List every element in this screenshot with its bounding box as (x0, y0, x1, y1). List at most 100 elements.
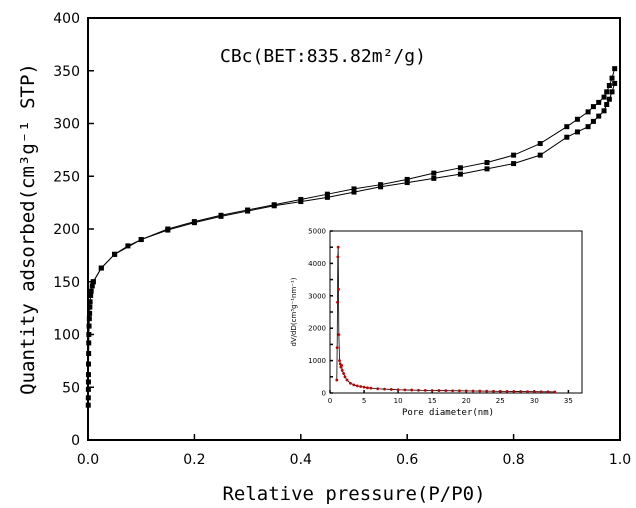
isotherm-point (537, 152, 543, 158)
isotherm-point (457, 171, 463, 177)
isotherm-point (86, 316, 92, 322)
isotherm-point (351, 186, 357, 192)
pore-distribution-point (335, 378, 339, 382)
isotherm-point (86, 340, 92, 346)
isotherm-point (609, 89, 615, 95)
inset-x-axis-label: Pore diameter(nm) (402, 408, 494, 418)
main-x-tick-label: 0.0 (77, 452, 99, 468)
pore-distribution-point (345, 378, 349, 382)
isotherm-point (596, 113, 602, 119)
pore-distribution-point (417, 388, 420, 392)
pore-distribution-point (423, 389, 427, 392)
isotherm-point (404, 180, 410, 186)
pore-distribution-point (498, 389, 502, 393)
pore-distribution-point (336, 255, 340, 259)
isotherm-point (112, 251, 118, 257)
isotherm-point (604, 102, 610, 108)
isotherm-point (564, 134, 570, 140)
isotherm-point (601, 94, 607, 100)
pore-distribution-point (410, 388, 414, 392)
pore-distribution-point (362, 385, 366, 389)
pore-distribution-point (343, 375, 347, 379)
isotherm-point (484, 160, 490, 166)
isotherm-point (590, 118, 596, 124)
main-y-tick-label: 350 (53, 64, 80, 80)
isotherm-point (564, 124, 570, 130)
main-y-ticks: 0 50 100 150 200 250 300 350 400 (53, 11, 94, 449)
pore-distribution-point (532, 390, 536, 394)
pore-distribution-point (349, 381, 352, 385)
pore-distribution-point (383, 387, 386, 391)
pore-distribution-point (359, 385, 363, 388)
isotherm-point (86, 350, 92, 356)
pore-distribution-point (396, 388, 400, 392)
isotherm-point (612, 80, 618, 86)
pore-distribution-point (336, 245, 340, 249)
pore-distribution-point (389, 388, 393, 391)
isotherm-point (218, 212, 224, 218)
isotherm-point (88, 288, 94, 294)
main-y-tick-label: 400 (53, 11, 80, 27)
pore-distribution-point (338, 359, 341, 362)
inset-y-tick-label: 5000 (308, 228, 326, 236)
inset-x-tick-label: 25 (496, 397, 505, 405)
inset-plot: 0 1000 2000 3000 4000 5000 0 5 10 15 20 25 30 35 Por… (290, 228, 583, 418)
pore-distribution-point (437, 389, 441, 392)
pore-distribution-point (519, 390, 523, 393)
isotherm-point (298, 196, 304, 202)
pore-distribution-point (478, 389, 482, 393)
inset-background (330, 231, 582, 393)
isotherm-point (87, 310, 93, 316)
isotherm-point (88, 292, 94, 298)
isotherm-point (511, 152, 517, 158)
isotherm-point (590, 104, 596, 110)
pore-distribution-point (458, 389, 461, 393)
main-x-axis-label: Relative pressure(P/P0) (222, 483, 485, 505)
pore-distribution-point (355, 384, 359, 388)
pore-distribution-point (366, 386, 369, 390)
pore-distribution-point (342, 372, 346, 375)
main-x-tick-label: 0.6 (396, 452, 418, 468)
pore-distribution-point (546, 390, 550, 394)
isotherm-point (85, 395, 91, 401)
isotherm-point (457, 165, 463, 171)
isotherm-point (484, 166, 490, 172)
inset-y-tick-label: 0 (322, 390, 326, 398)
inset-x-tick-label: 10 (394, 397, 403, 405)
isotherm-point (86, 332, 92, 337)
isotherm-point (601, 108, 607, 114)
isotherm-point (596, 99, 602, 105)
pore-distribution-point (376, 387, 380, 391)
pore-distribution-point (539, 390, 543, 394)
isotherm-point (585, 124, 591, 130)
pore-distribution-point (464, 389, 468, 393)
pore-distribution-point (335, 346, 339, 350)
main-y-axis-label: Quantity adsorbed(cm³g⁻¹ STP) (17, 63, 39, 395)
isotherm-point (271, 202, 277, 208)
inset-x-tick-label: 35 (564, 397, 573, 405)
main-y-tick-label: 0 (71, 433, 80, 449)
isotherm-point (87, 304, 93, 310)
isotherm-point (324, 194, 330, 200)
inset-x-tick-label: 30 (530, 397, 539, 405)
pore-distribution-point (352, 383, 356, 387)
inset-x-tick-label: 0 (328, 397, 332, 405)
isotherm-point (85, 372, 91, 378)
inset-y-ticks: 0 1000 2000 3000 4000 5000 (308, 228, 333, 398)
isotherm-point (191, 219, 197, 225)
isotherm-point (511, 161, 517, 167)
isotherm-point (90, 279, 96, 285)
isotherm-point (85, 386, 91, 392)
pore-distribution-point (337, 287, 340, 291)
inset-y-tick-label: 4000 (308, 260, 326, 268)
isotherm-point (574, 116, 580, 122)
inset-y-tick-label: 1000 (308, 357, 326, 365)
isotherm-point (351, 189, 357, 195)
isotherm-point (574, 129, 580, 135)
isotherm-point (98, 265, 104, 271)
isotherm-point (87, 299, 93, 305)
pore-distribution-series (335, 245, 557, 394)
pore-distribution-point (451, 389, 454, 393)
pore-distribution-point (485, 389, 489, 393)
